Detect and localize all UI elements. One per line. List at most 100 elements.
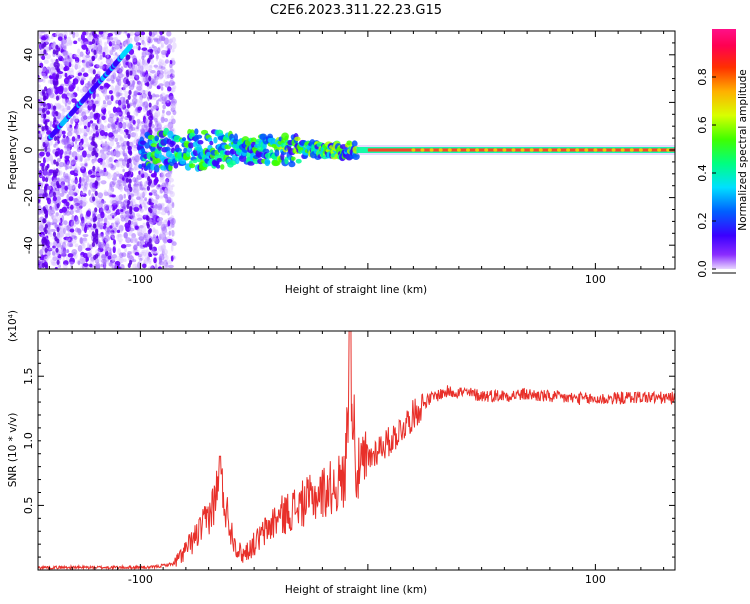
noise-speck xyxy=(158,74,163,80)
noise-streak xyxy=(148,122,151,127)
noise-speck xyxy=(51,35,54,40)
noise-speck xyxy=(145,118,148,123)
noise-speck xyxy=(64,31,68,37)
noise-speck xyxy=(40,209,43,213)
noise-speck xyxy=(100,181,106,184)
noise-speck xyxy=(112,123,116,128)
noise-streak xyxy=(56,227,59,232)
noise-speck xyxy=(143,42,146,46)
noise-streak xyxy=(53,170,56,175)
noise-speck xyxy=(155,72,159,76)
noise-speck xyxy=(73,78,78,84)
noise-speck xyxy=(130,32,134,36)
noise-speck xyxy=(96,173,101,176)
noise-speck xyxy=(42,176,45,182)
noise-speck xyxy=(120,215,124,219)
noise-streak xyxy=(55,111,58,116)
noise-speck xyxy=(76,189,79,193)
carrier-speck xyxy=(213,137,217,144)
noise-streak xyxy=(55,152,58,157)
carrier-speck xyxy=(154,165,160,173)
noise-speck xyxy=(61,251,66,256)
noise-speck xyxy=(165,255,168,261)
noise-speck xyxy=(130,201,133,207)
noise-streak xyxy=(43,42,46,47)
noise-speck xyxy=(100,86,104,90)
noise-speck xyxy=(115,161,120,167)
noise-speck xyxy=(123,97,126,104)
noise-speck xyxy=(127,192,129,196)
noise-speck xyxy=(130,236,136,240)
noise-speck xyxy=(39,222,42,227)
noise-speck xyxy=(81,111,86,117)
noise-speck xyxy=(161,44,164,47)
noise-speck xyxy=(125,237,131,243)
noise-speck xyxy=(52,251,56,256)
noise-streak xyxy=(45,125,48,130)
noise-speck xyxy=(73,41,77,45)
noise-streak xyxy=(95,254,98,259)
noise-speck xyxy=(40,249,43,256)
noise-streak xyxy=(146,216,149,221)
noise-speck xyxy=(123,208,129,215)
carrier-peak xyxy=(484,148,488,151)
noise-speck xyxy=(41,73,46,77)
noise-streak xyxy=(53,49,56,54)
noise-streak xyxy=(55,75,58,80)
noise-speck xyxy=(84,125,87,129)
noise-speck xyxy=(171,58,175,62)
carrier-peak xyxy=(657,148,661,151)
noise-speck xyxy=(139,236,145,240)
noise-speck xyxy=(65,173,68,180)
noise-streak xyxy=(148,198,151,203)
noise-streak xyxy=(41,126,44,131)
noise-speck xyxy=(82,86,88,93)
carrier-speck xyxy=(182,137,186,141)
noise-speck xyxy=(116,112,122,116)
noise-speck xyxy=(162,187,165,190)
noise-speck xyxy=(88,190,91,196)
noise-speck xyxy=(80,191,86,195)
noise-speck xyxy=(132,259,137,262)
noise-speck xyxy=(47,46,51,52)
noise-speck xyxy=(149,192,153,195)
snr-xtick-label: 100 xyxy=(585,573,606,586)
noise-streak xyxy=(149,31,152,36)
noise-speck xyxy=(132,98,138,105)
noise-streak xyxy=(149,238,152,243)
noise-speck xyxy=(124,232,128,238)
snr-ytick-label: 1.5 xyxy=(22,367,35,385)
noise-speck xyxy=(107,145,110,152)
noise-speck xyxy=(78,38,81,42)
noise-speck xyxy=(85,248,91,251)
noise-speck xyxy=(83,234,89,237)
noise-speck xyxy=(87,179,91,182)
noise-speck xyxy=(144,206,148,210)
noise-speck xyxy=(160,94,163,98)
spectrogram-ytick-label: 40 xyxy=(22,48,35,62)
noise-speck xyxy=(92,160,94,165)
noise-speck xyxy=(172,42,177,49)
noise-speck xyxy=(169,191,174,197)
noise-speck xyxy=(82,200,88,205)
noise-streak xyxy=(129,187,132,192)
noise-speck xyxy=(104,217,108,223)
noise-streak xyxy=(93,103,96,108)
noise-speck xyxy=(108,132,113,138)
noise-speck xyxy=(110,206,113,210)
noise-speck xyxy=(60,149,64,155)
noise-speck xyxy=(80,142,83,149)
noise-speck xyxy=(111,74,115,81)
noise-streak xyxy=(126,163,129,168)
noise-speck xyxy=(145,77,148,82)
noise-streak xyxy=(57,203,60,208)
noise-speck xyxy=(51,111,54,117)
noise-speck xyxy=(103,204,108,209)
noise-speck xyxy=(103,259,106,266)
noise-speck xyxy=(103,168,106,172)
noise-speck xyxy=(112,223,115,227)
noise-speck xyxy=(68,232,72,236)
snr-panel: -100 1000.51.01.5 Height of straight line… xyxy=(7,298,675,596)
noise-speck xyxy=(106,247,112,251)
noise-speck xyxy=(117,230,120,233)
